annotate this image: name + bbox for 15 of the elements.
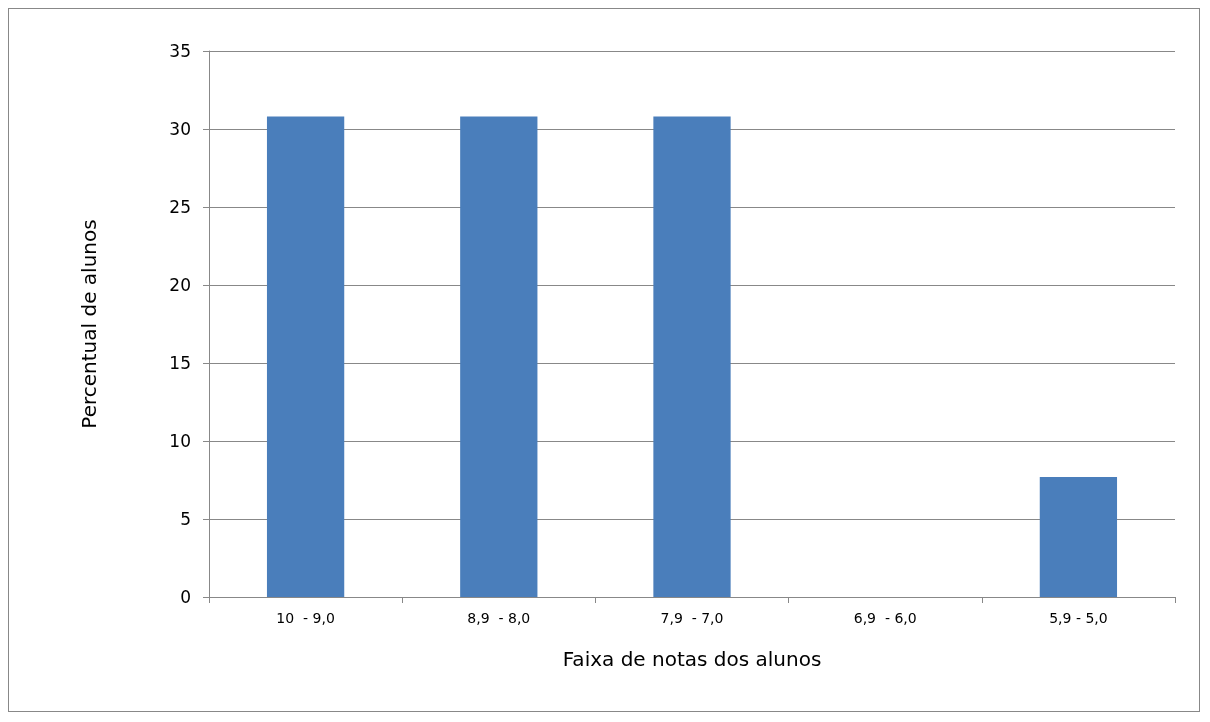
x-tick-label: 8,9 - 8,0 (467, 610, 531, 626)
x-tick-label: 5,9 - 5,0 (1049, 610, 1108, 626)
x-tick-label: 7,9 - 7,0 (660, 610, 724, 626)
x-tick-label: 10 - 9,0 (276, 610, 335, 626)
y-tick-label: 10 (169, 431, 191, 451)
y-tick-label: 0 (180, 587, 191, 607)
y-tick-label: 5 (180, 509, 191, 529)
y-tick-label: 25 (169, 197, 191, 217)
x-tick-label: 6,9 - 6,0 (853, 610, 917, 626)
y-tick-label: 35 (169, 41, 191, 61)
x-axis-title: Faixa de notas dos alunos (562, 647, 822, 671)
y-tick-label: 20 (169, 275, 191, 295)
y-axis-title: Percentual de alunos (77, 219, 101, 429)
y-tick-label: 30 (169, 119, 191, 139)
y-tick-label: 15 (169, 353, 191, 373)
